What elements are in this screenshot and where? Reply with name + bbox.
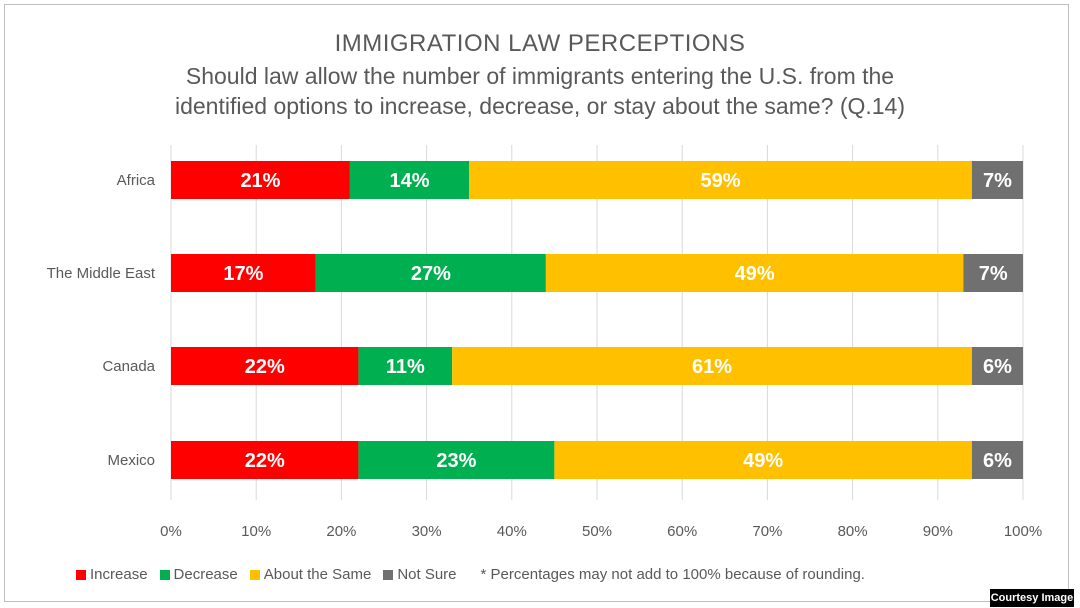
legend-item-increase: Increase: [76, 566, 148, 583]
legend-swatch: [159, 569, 170, 580]
data-label: 49%: [743, 450, 783, 472]
bar-segment: [171, 254, 316, 292]
data-label: 14%: [390, 170, 430, 192]
x-tick-label: 60%: [667, 523, 697, 540]
x-tick-label: 10%: [241, 523, 271, 540]
x-tick-label: 80%: [838, 523, 868, 540]
x-tick-label: 90%: [923, 523, 953, 540]
x-tick-label: 100%: [1004, 523, 1042, 540]
chart-subtitle-line2: identified options to increase, decrease…: [174, 93, 906, 119]
bar-segment: [971, 161, 1023, 199]
legend-item-about-the-same: About the Same: [249, 566, 372, 583]
bar-segment: [349, 161, 470, 199]
footnote: * Percentages may not add to 100% becaus…: [480, 566, 865, 583]
x-tick-label: 70%: [752, 523, 782, 540]
data-label: 59%: [701, 170, 741, 192]
data-label: 22%: [245, 450, 285, 472]
category-label: Canada: [102, 358, 155, 375]
courtesy-label: Courtesy Image: [990, 589, 1074, 607]
data-label: 27%: [411, 263, 451, 285]
legend-label: About the Same: [263, 566, 372, 583]
x-tick-label: 50%: [582, 523, 612, 540]
category-label: Mexico: [107, 452, 155, 469]
bar-segment: [452, 347, 972, 385]
x-tick-label: 20%: [326, 523, 356, 540]
bar-segment: [545, 254, 964, 292]
legend-swatch: [249, 569, 260, 580]
bar-segment: [358, 441, 555, 479]
category-label: The Middle East: [47, 265, 156, 282]
data-label: 6%: [983, 356, 1012, 378]
legend-label: Increase: [90, 566, 148, 583]
bar-segment: [971, 441, 1023, 479]
legend-label: Decrease: [173, 566, 238, 583]
legend-label: Not Sure: [397, 566, 457, 583]
data-label: 23%: [436, 450, 476, 472]
bar-segment: [554, 441, 972, 479]
data-label: 61%: [692, 356, 732, 378]
chart-subtitle-line1: Should law allow the number of immigrant…: [185, 63, 895, 89]
chart-frame: [4, 4, 1069, 602]
legend-swatch: [383, 569, 394, 580]
data-label: 7%: [983, 170, 1012, 192]
category-label: Africa: [117, 172, 156, 189]
legend-item-decrease: Decrease: [159, 566, 238, 583]
legend: Increase Decrease About the Same Not Sur…: [76, 566, 865, 583]
bar-segment: [469, 161, 972, 199]
bar-segment: [171, 347, 359, 385]
bar-segment: [171, 161, 350, 199]
data-label: 11%: [386, 356, 425, 378]
bar-segment: [963, 254, 1023, 292]
data-label: 6%: [983, 450, 1012, 472]
x-tick-label: 40%: [497, 523, 527, 540]
data-label: 7%: [979, 263, 1008, 285]
x-tick-label: 0%: [160, 523, 182, 540]
bar-segment: [358, 347, 453, 385]
bar-segment: [315, 254, 546, 292]
data-label: 49%: [735, 263, 775, 285]
data-label: 17%: [223, 263, 263, 285]
data-label: 22%: [245, 356, 285, 378]
x-tick-label: 30%: [412, 523, 442, 540]
data-label: 21%: [240, 170, 280, 192]
bar-segment: [171, 441, 359, 479]
legend-swatch: [76, 569, 86, 580]
legend-item-not-sure: Not Sure: [383, 566, 457, 583]
bar-segment: [971, 347, 1023, 385]
chart-title: IMMIGRATION LAW PERCEPTIONS: [334, 30, 746, 57]
